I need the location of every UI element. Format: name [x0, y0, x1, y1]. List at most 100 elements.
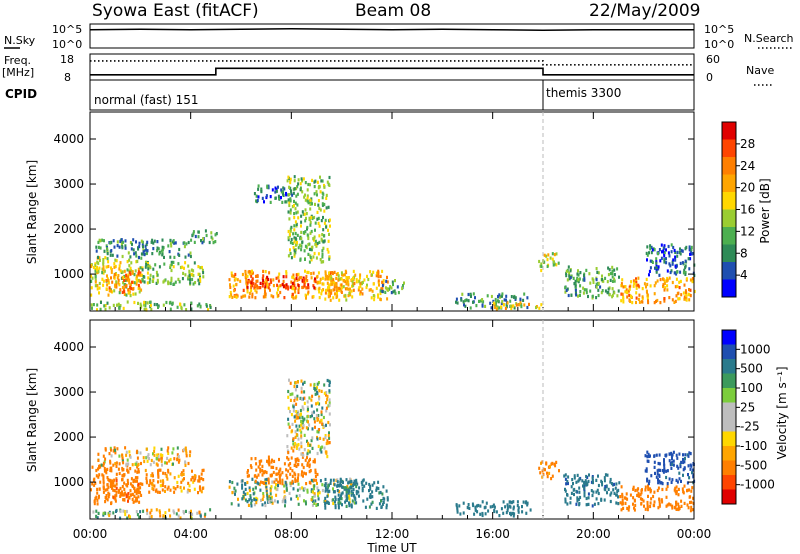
data-cell [626, 295, 629, 299]
data-cell [248, 498, 251, 502]
data-cell [184, 461, 187, 465]
data-cell [109, 241, 112, 245]
data-cell [278, 476, 281, 480]
data-cell [242, 490, 245, 494]
data-cell [241, 272, 244, 277]
data-cell [92, 510, 95, 514]
data-cell [297, 178, 300, 182]
data-cell [305, 216, 307, 220]
data-cell [381, 280, 384, 284]
data-cell [328, 401, 331, 405]
data-cell [478, 299, 480, 303]
data-cell [90, 286, 93, 290]
data-cell [667, 251, 670, 255]
data-cell [159, 453, 162, 457]
data-cell [202, 271, 205, 275]
data-cell [301, 285, 304, 290]
data-cell [130, 261, 133, 265]
data-cell [633, 506, 635, 510]
data-cell [686, 503, 689, 507]
data-cell [641, 497, 644, 502]
data-cell [324, 291, 327, 295]
data-cell [313, 185, 316, 189]
data-cell [229, 283, 231, 287]
data-cell [313, 478, 315, 482]
data-cell [460, 298, 463, 302]
data-cell [385, 506, 388, 510]
data-cell [500, 301, 503, 306]
x-tick-label: 16:00 [475, 527, 510, 541]
data-cell [574, 288, 577, 292]
data-cell [286, 476, 289, 480]
data-cell [334, 292, 336, 296]
data-cell [308, 465, 311, 469]
data-cell [124, 446, 127, 450]
data-cell [658, 479, 661, 483]
data-cell [116, 276, 119, 280]
colorbar-swatch [722, 139, 736, 157]
data-cell [331, 280, 334, 284]
data-cell [183, 266, 185, 270]
data-cell [385, 503, 388, 507]
data-cell [322, 215, 324, 220]
data-cell [310, 489, 313, 494]
data-cell [300, 436, 303, 440]
data-cell [679, 252, 682, 256]
data-cell [293, 224, 296, 228]
data-cell [299, 186, 302, 190]
data-cell [306, 488, 309, 492]
data-cell [114, 462, 117, 466]
data-cell [646, 502, 649, 506]
data-cell [309, 415, 312, 419]
data-cell [566, 502, 569, 506]
data-cell [311, 178, 314, 182]
data-cell [340, 286, 343, 290]
data-cell [271, 480, 274, 484]
data-cell [136, 279, 139, 283]
data-cell [316, 386, 318, 390]
data-cell [110, 469, 113, 473]
data-cell [369, 484, 372, 488]
colorbar-swatch [722, 262, 736, 280]
data-cell [326, 378, 329, 383]
data-cell [583, 491, 586, 495]
data-cell [461, 292, 464, 296]
data-cell [305, 296, 307, 300]
data-cell [287, 210, 290, 214]
data-cell [274, 190, 277, 194]
data-cell [505, 298, 507, 302]
data-cell [161, 463, 163, 467]
data-cell [313, 492, 316, 496]
data-cell [649, 501, 652, 505]
data-cell [632, 502, 634, 506]
colorbar-tick-label: 24 [740, 159, 755, 173]
data-cell [658, 502, 661, 507]
data-cell [318, 290, 321, 294]
data-cell [669, 264, 672, 268]
data-cell [578, 490, 581, 494]
data-cell [295, 433, 298, 437]
data-cell [307, 182, 310, 187]
data-cell [179, 485, 182, 490]
data-cell [90, 303, 93, 307]
data-cell [104, 511, 107, 516]
data-cell [97, 458, 100, 462]
data-cell [145, 308, 148, 312]
data-cell [183, 511, 185, 515]
data-cell [649, 454, 651, 458]
data-cell [294, 296, 297, 300]
data-cell [689, 452, 692, 456]
power-colorbar-title: Power [dB] [758, 178, 772, 243]
data-cell [334, 283, 337, 287]
data-cell [156, 303, 159, 307]
data-cell [172, 486, 175, 490]
colorbar-tick-label: -500 [740, 458, 767, 472]
data-cell [648, 273, 650, 277]
data-cell [309, 247, 312, 252]
data-cell [621, 502, 624, 506]
data-cell [310, 229, 313, 234]
data-cell [166, 477, 169, 481]
data-cell [492, 503, 495, 507]
data-cell [575, 293, 578, 297]
data-cell [180, 306, 183, 311]
